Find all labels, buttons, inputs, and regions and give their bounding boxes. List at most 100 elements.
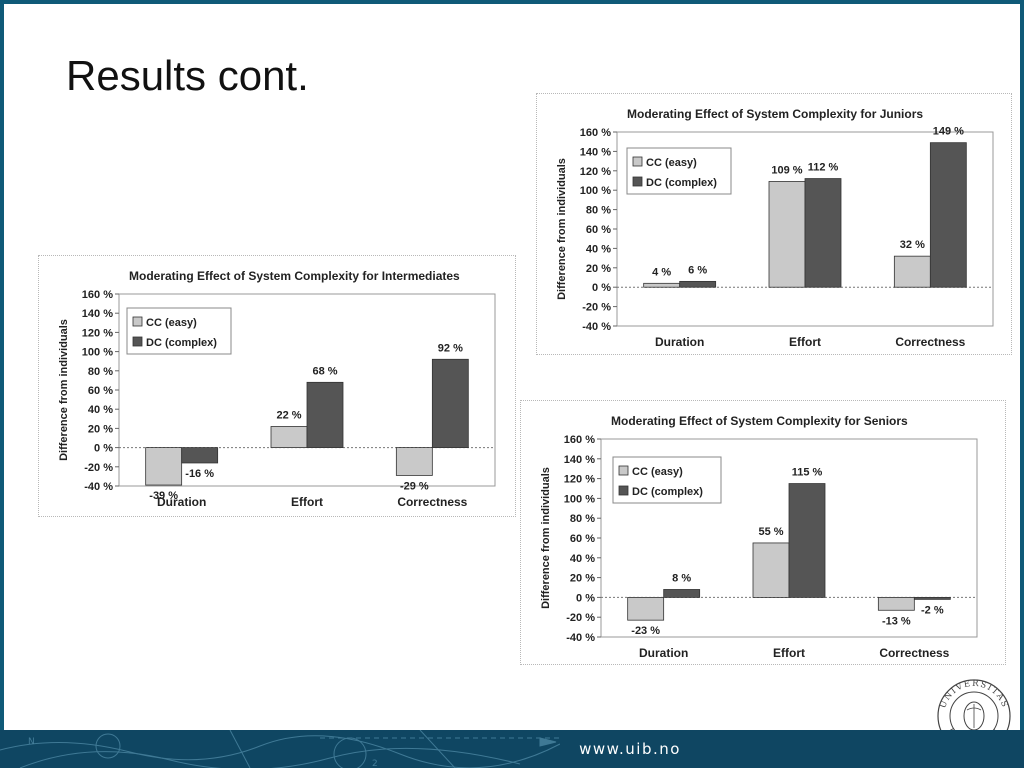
chart-0-data-label: 68 % [312,365,337,377]
chart-1-ytick-label: 0 % [592,282,611,294]
chart-2-data-label: 115 % [792,467,823,479]
chart-0-ylabel: Difference from individuals [58,319,70,461]
footer-map-pattern: 2 N [0,730,561,768]
chart-2-ytick-label: 60 % [570,533,595,545]
chart-1-category-label: Correctness [895,335,965,349]
chart-2-ytick-label: 40 % [570,553,595,565]
chart-juniors-svg: Moderating Effect of System Complexity f… [556,107,994,349]
chart-2-legend-entry: CC (easy) [632,466,683,478]
chart-2-category-label: Effort [773,646,805,660]
chart-1-bar-effort-cc-easy [768,181,806,288]
chart-0-legend [126,307,232,355]
chart-2-ytick-label: 120 % [564,474,595,486]
chart-1-ytick-label: 100 % [580,185,611,197]
chart-0-category-label: Correctness [397,495,467,509]
chart-1-title: Moderating Effect of System Complexity f… [627,107,923,121]
chart-1-bar-duration-dc-complex [679,280,717,288]
chart-0-ytick-label: -20 % [84,462,113,474]
chart-0-title: Moderating Effect of System Complexity f… [129,269,460,283]
chart-0-bar-correctness-cc-easy [395,447,433,476]
chart-1-legend-swatch [632,176,643,187]
chart-1-ylabel: Difference from individuals [556,158,568,300]
chart-0-data-label: -29 % [400,480,429,492]
chart-2-bar-correctness-cc-easy [877,596,915,611]
chart-1-data-label: 109 % [771,164,802,176]
chart-intermediates-svg: Moderating Effect of System Complexity f… [58,269,496,509]
chart-0-ytick-label: 0 % [94,443,113,455]
chart-1-data-label: 4 % [652,266,671,278]
chart-1-category-label: Effort [789,335,821,349]
chart-0-legend-swatch [132,336,143,347]
chart-0-bar-duration-dc-complex [181,447,219,464]
footer-banner: 2 N [0,730,1024,768]
chart-1-ytick-label: 140 % [580,146,611,158]
chart-2-ytick-label: -40 % [566,632,595,644]
chart-0-bar-duration-cc-easy [145,447,183,486]
chart-1-ytick-label: 120 % [580,166,611,178]
chart-0-ytick-label: 80 % [88,366,113,378]
chart-1-bar-correctness-cc-easy [893,255,931,288]
chart-0-ytick-label: 60 % [88,385,113,397]
chart-1-ytick-label: 160 % [580,127,611,139]
chart-1-ytick-label: 80 % [586,205,611,217]
chart-1-bar-effort-dc-complex [804,178,842,288]
chart-2-legend-entry: DC (complex) [632,486,703,498]
chart-2-data-label: 8 % [672,572,691,584]
chart-0-ytick-label: -40 % [84,481,113,493]
footer-url[interactable]: www.uib.no [560,730,700,768]
chart-1-bar-duration-cc-easy [643,282,681,288]
chart-2-bar-effort-dc-complex [788,483,826,598]
chart-intermediates: Moderating Effect of System Complexity f… [38,255,516,517]
chart-2-ylabel: Difference from individuals [540,467,552,609]
chart-2-legend-swatch [618,465,629,476]
chart-2-ytick-label: 20 % [570,573,595,585]
chart-2-ytick-label: -20 % [566,612,595,624]
chart-1-ytick-label: 40 % [586,243,611,255]
chart-0-category-label: Duration [157,495,206,509]
chart-2-legend-swatch [618,485,629,496]
chart-2-ytick-label: 100 % [564,493,595,505]
chart-0-ytick-label: 120 % [82,327,113,339]
chart-1-data-label: 149 % [933,126,964,138]
chart-0-category-label: Effort [291,495,323,509]
chart-2-category-label: Correctness [879,646,949,660]
svg-text:2: 2 [372,759,378,768]
chart-0-data-label: 92 % [438,342,463,354]
chart-0-bar-effort-cc-easy [270,426,308,448]
chart-0-bar-effort-dc-complex [306,381,344,448]
svg-text:N: N [28,737,35,747]
chart-1-ytick-label: 20 % [586,263,611,275]
chart-0-legend-swatch [132,316,143,327]
chart-0-data-label: -16 % [185,468,214,480]
chart-0-data-label: 22 % [276,409,301,421]
chart-2-bar-correctness-dc-complex [913,596,951,600]
chart-2-title: Moderating Effect of System Complexity f… [611,414,908,428]
chart-2-legend [612,456,722,504]
chart-2-ytick-label: 0 % [576,592,595,604]
chart-1-ytick-label: -20 % [582,302,611,314]
chart-1-legend-entry: CC (easy) [646,157,697,169]
chart-1-data-label: 32 % [900,239,925,251]
chart-2-data-label: 55 % [758,526,783,538]
chart-0-legend-entry: DC (complex) [146,337,217,349]
chart-2-data-label: -23 % [631,625,660,637]
chart-1-ytick-label: -40 % [582,321,611,333]
chart-0-ytick-label: 100 % [82,347,113,359]
chart-1-bar-correctness-dc-complex [929,142,967,288]
chart-2-ytick-label: 160 % [564,434,595,446]
chart-0-data-label: -39 % [149,490,178,502]
chart-2-data-label: -2 % [921,604,944,616]
chart-1-legend-entry: DC (complex) [646,177,717,189]
chart-1-data-label: 112 % [808,162,839,174]
chart-juniors: Moderating Effect of System Complexity f… [536,93,1012,355]
chart-1-ytick-label: 60 % [586,224,611,236]
chart-1-data-label: 6 % [688,264,707,276]
chart-0-bar-correctness-dc-complex [431,358,469,448]
chart-0-ytick-label: 160 % [82,289,113,301]
chart-2-bar-effort-cc-easy [752,542,790,598]
chart-2-ytick-label: 80 % [570,513,595,525]
chart-2-ytick-label: 140 % [564,454,595,466]
chart-2-data-label: -13 % [882,615,911,627]
chart-0-ytick-label: 20 % [88,423,113,435]
chart-seniors: Moderating Effect of System Complexity f… [520,400,1006,665]
